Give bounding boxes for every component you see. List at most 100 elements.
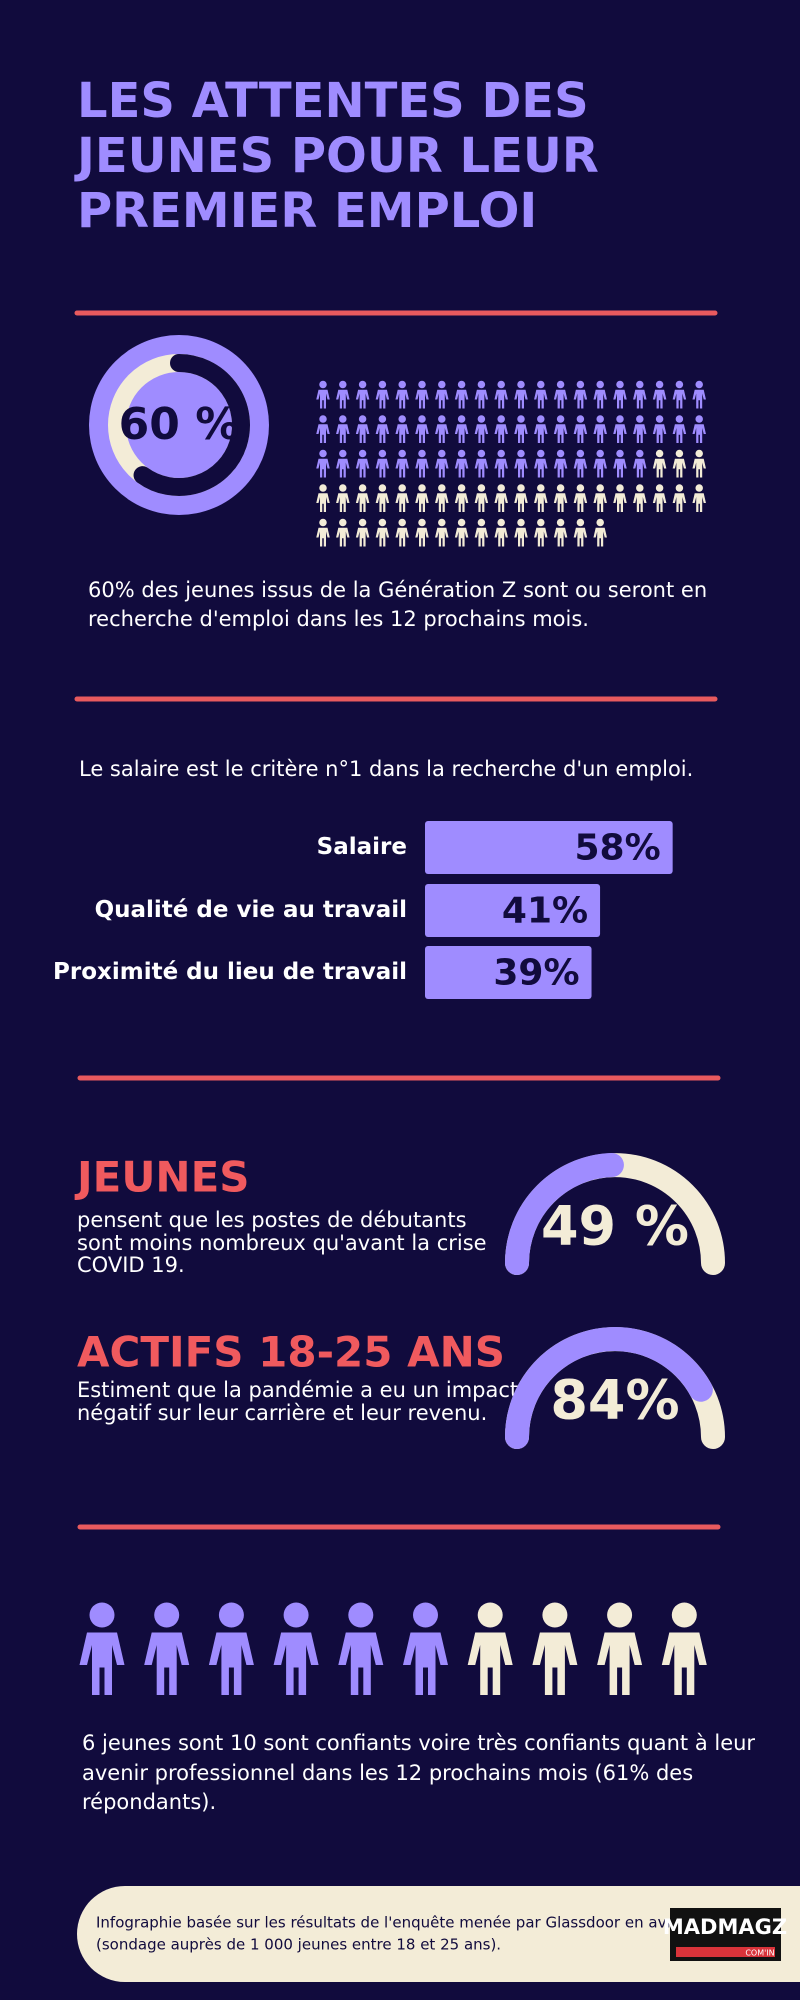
person-body <box>593 424 607 443</box>
icon <box>336 449 350 478</box>
person-head <box>556 484 565 492</box>
person-head <box>477 449 486 458</box>
person-head <box>398 518 406 527</box>
icon <box>316 380 330 409</box>
stat3-heading: ACTIFS 18-25 ANS <box>77 1328 505 1377</box>
person-head <box>556 449 565 458</box>
icon <box>395 415 409 443</box>
bar-label: Proximité du lieu de travail <box>53 959 407 985</box>
person-head <box>616 449 624 458</box>
person-head <box>218 1602 244 1628</box>
icon <box>553 449 568 478</box>
person-head <box>457 380 466 389</box>
icon <box>573 449 588 478</box>
stat2-heading: JEUNES <box>74 1153 250 1202</box>
person-head <box>537 484 545 492</box>
bar <box>425 884 601 937</box>
icon <box>672 484 687 512</box>
person-body <box>573 527 588 547</box>
icon <box>633 484 647 512</box>
person-head <box>418 380 426 389</box>
title-line: JEUNES POUR LEUR <box>74 128 599 184</box>
person-body <box>336 493 350 512</box>
icon <box>415 415 429 443</box>
icon <box>692 380 706 409</box>
gauge-label: 60 % <box>119 399 240 450</box>
icon <box>415 449 429 478</box>
bar-value: 41% <box>502 891 588 932</box>
person-body <box>474 389 489 409</box>
person-body <box>514 389 528 409</box>
person-body <box>474 458 489 478</box>
person-head <box>695 380 703 389</box>
person-body <box>692 424 706 443</box>
icon <box>534 518 548 547</box>
person-head <box>378 484 387 492</box>
icon <box>474 518 489 547</box>
logo-sub: COM'IN <box>745 1949 774 1958</box>
person-head <box>418 449 426 458</box>
person-body <box>79 1632 125 1695</box>
person-body <box>415 458 429 478</box>
person-body <box>553 424 568 443</box>
icon <box>613 484 627 512</box>
person-head <box>576 380 585 389</box>
stat2-text: COVID 19. <box>77 1253 185 1277</box>
person-body <box>336 527 350 547</box>
icon <box>435 518 449 547</box>
person-body <box>633 458 647 478</box>
person-body <box>597 1632 643 1695</box>
person-body <box>494 424 508 443</box>
person-head <box>418 415 426 423</box>
logo-strip <box>676 1947 775 1957</box>
icon <box>336 415 350 443</box>
person-head <box>675 380 684 389</box>
person-head <box>398 484 406 492</box>
person-head <box>517 415 525 423</box>
icon <box>613 449 627 478</box>
person-head <box>607 1602 633 1628</box>
person-head <box>154 1602 180 1628</box>
icon <box>474 415 489 443</box>
person-head <box>596 484 604 492</box>
person-body <box>355 389 370 409</box>
person-head <box>477 415 486 423</box>
person-body <box>514 527 528 547</box>
person-head <box>283 1602 309 1628</box>
person-body <box>454 458 469 478</box>
person <box>467 1602 513 1695</box>
person-head <box>596 415 604 423</box>
person-head <box>517 380 525 389</box>
person-body <box>553 493 568 512</box>
icon <box>633 415 647 443</box>
person-body <box>474 527 489 547</box>
person-head <box>596 518 604 527</box>
person-head <box>358 415 367 423</box>
person-head <box>358 518 367 527</box>
icon <box>593 415 607 443</box>
icon <box>593 484 607 512</box>
person-head <box>378 415 387 423</box>
person-body <box>467 1632 513 1695</box>
person-body <box>692 389 706 409</box>
person-head <box>398 380 406 389</box>
icon <box>573 380 588 409</box>
icon <box>435 415 449 443</box>
person-body <box>208 1632 254 1695</box>
icon <box>375 484 390 512</box>
person-head <box>319 415 327 423</box>
person-body <box>395 493 409 512</box>
person-body <box>593 389 607 409</box>
stat2-text: sont moins nombreux qu'avant la crise <box>77 1231 487 1255</box>
icon <box>553 415 568 443</box>
person-body <box>338 1632 384 1695</box>
person-body <box>435 424 449 443</box>
person-head <box>339 518 347 527</box>
icon <box>355 484 370 512</box>
icon <box>613 415 627 443</box>
icon <box>355 449 370 478</box>
person-body <box>553 458 568 478</box>
icon <box>375 415 390 443</box>
person-head <box>517 518 525 527</box>
person-body <box>454 424 469 443</box>
